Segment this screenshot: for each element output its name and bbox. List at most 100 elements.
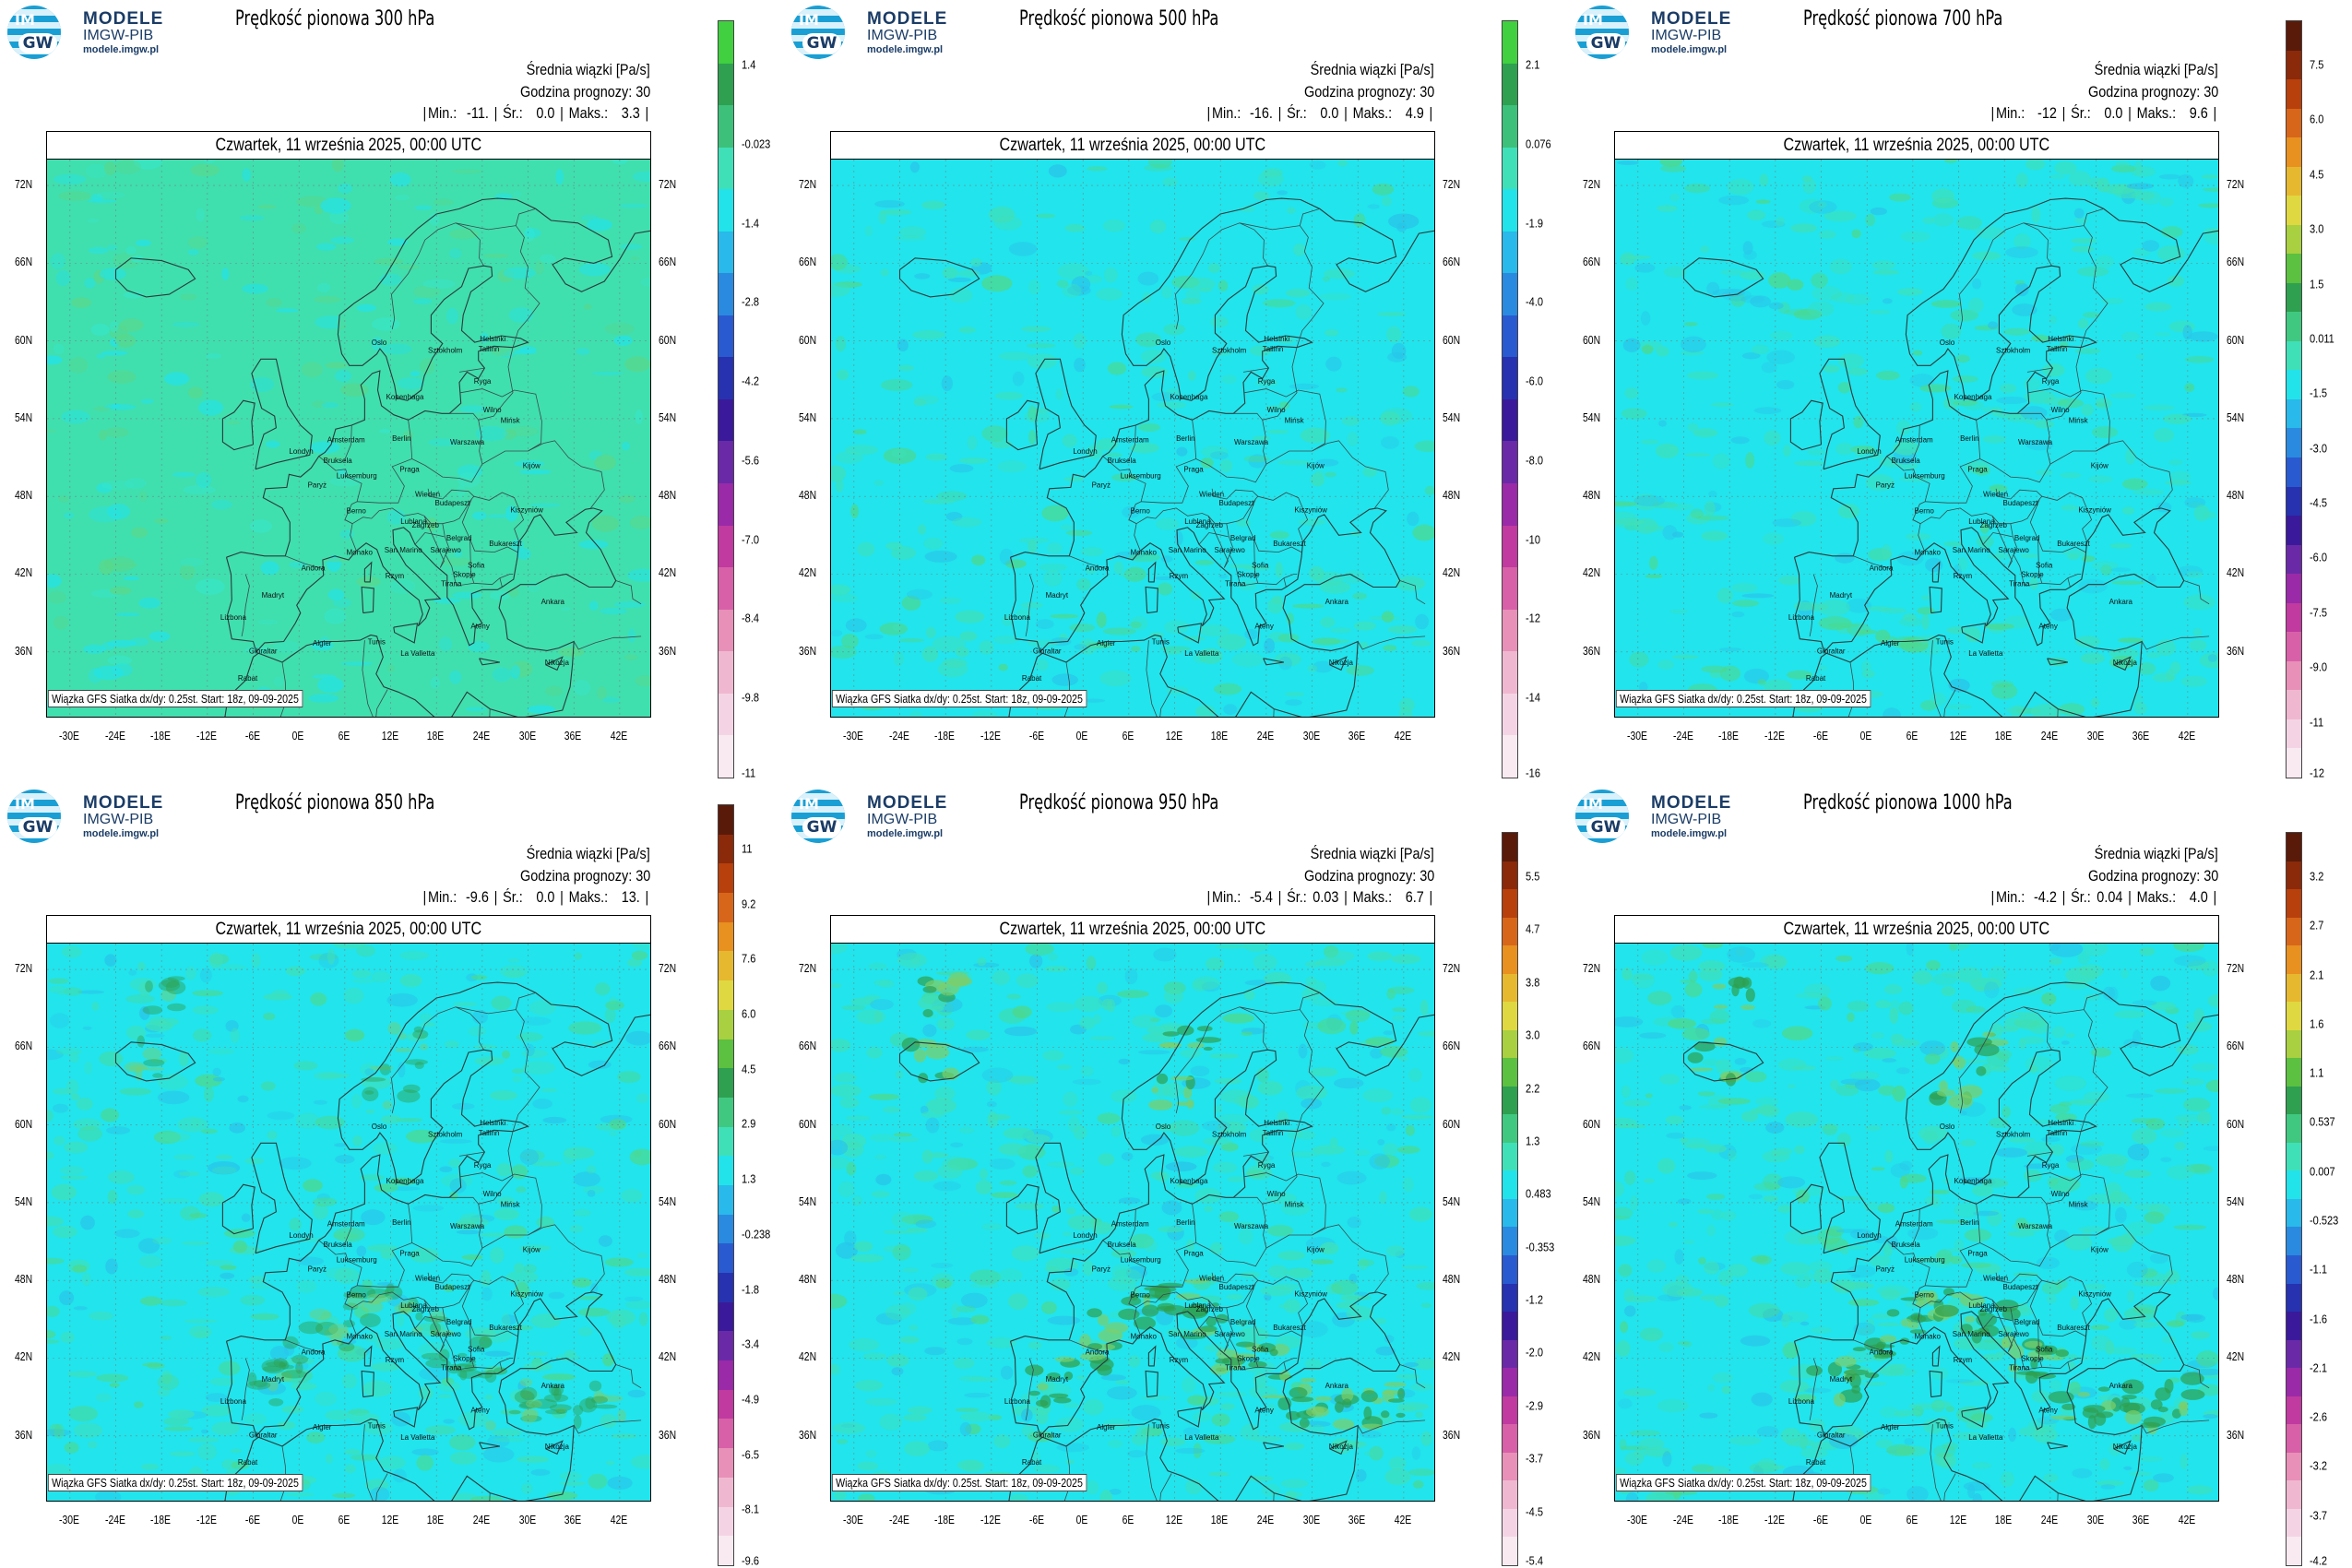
colorbar-segment bbox=[1503, 1537, 1517, 1565]
city-label: Zagrzeb bbox=[412, 521, 440, 529]
colorbar-segment bbox=[2287, 1283, 2301, 1313]
city-label: Warszawa bbox=[2018, 438, 2053, 446]
city-label: Londyn bbox=[289, 447, 313, 456]
lon-label: 30E bbox=[2086, 1513, 2104, 1526]
city-label: Belgrad bbox=[1230, 534, 1256, 542]
city-label: Budapeszt bbox=[435, 1283, 471, 1291]
city-label: Wiedeń bbox=[1983, 1274, 2008, 1282]
city-label: Praga bbox=[1183, 1250, 1204, 1258]
map-gridlines bbox=[831, 944, 1434, 1501]
lon-label: -18E bbox=[150, 1513, 172, 1526]
logo-line3: modele.imgw.pl bbox=[1651, 44, 1728, 55]
city-label: Gibraltar bbox=[1033, 647, 1062, 655]
lat-label-left: 42N bbox=[1583, 565, 1601, 580]
colorbar-segment bbox=[719, 1448, 733, 1478]
lon-label: -30E bbox=[58, 1513, 79, 1526]
city-label: Praga bbox=[1967, 1250, 1988, 1258]
city-label: Lizbona bbox=[1788, 613, 1815, 622]
city-label: Helsinki bbox=[1264, 335, 1289, 343]
city-label: Wilno bbox=[1267, 406, 1287, 414]
colorbar-segment bbox=[719, 21, 733, 64]
stats-line: |Min.: -12 | Śr.: 0.0 | Maks.: 9.6 | bbox=[1990, 104, 2217, 122]
lon-label: 18E bbox=[426, 1513, 445, 1526]
imgw-logo: IM GW MODELE IMGW-PIB modele.imgw.pl bbox=[7, 6, 173, 59]
lat-label-left: 36N bbox=[1583, 1427, 1601, 1442]
city-label: Tallinn bbox=[479, 345, 500, 353]
city-label: Zagrzeb bbox=[1980, 1305, 2008, 1313]
city-label: Lublana bbox=[400, 517, 427, 526]
city-label: Skopje bbox=[1237, 571, 1260, 579]
colorbar-segment bbox=[2287, 312, 2301, 341]
colorbar-tick: 1.4 bbox=[742, 57, 756, 72]
colorbar-segment bbox=[2287, 574, 2301, 603]
coastlines bbox=[114, 981, 650, 1501]
logo-line1: MODELE bbox=[83, 9, 164, 29]
colorbar-segment bbox=[2287, 166, 2301, 196]
logo-line1: MODELE bbox=[1651, 9, 1732, 29]
forecast-panel: IM GW MODELE IMGW-PIB modele.imgw.pl Prędkość… bbox=[1568, 0, 2352, 784]
colorbar-tick: -1.2 bbox=[1526, 1292, 1544, 1307]
city-label: Belgrad bbox=[1230, 1318, 1256, 1326]
lon-label: 30E bbox=[1302, 729, 1320, 742]
lon-label: 24E bbox=[2040, 1513, 2059, 1526]
lon-label: -12E bbox=[980, 1513, 1001, 1526]
city-label: Berno bbox=[1915, 507, 1935, 516]
city-label: Paryż bbox=[308, 1265, 327, 1274]
colorbar-segment bbox=[2287, 254, 2301, 283]
city-label: Rzym bbox=[1954, 572, 1973, 580]
city-label: Rabat bbox=[238, 674, 258, 683]
lat-label-right: 72N bbox=[1443, 961, 1461, 976]
colorbar-segment bbox=[2287, 861, 2301, 890]
lat-label-right: 42N bbox=[2227, 565, 2245, 580]
units-label: Średnia wiązki [Pa/s] bbox=[1310, 845, 1434, 862]
city-label: Belgrad bbox=[2014, 1318, 2040, 1326]
city-label: Sofia bbox=[468, 562, 485, 570]
colorbar-segment bbox=[1503, 945, 1517, 974]
colorbar-tick: -4.2 bbox=[2310, 1553, 2328, 1568]
map-svg: Oslo Sztokholm Helsinki Tallinn Ryga Kopenhag… bbox=[1615, 160, 2218, 717]
lat-label-left: 66N bbox=[15, 255, 33, 269]
colorbar-tick: -11 bbox=[742, 766, 756, 780]
city-label: Monako bbox=[1131, 1333, 1158, 1341]
colorbar-segment bbox=[1503, 917, 1517, 946]
colorbar-segment bbox=[2287, 1142, 2301, 1171]
colorbar-segment bbox=[719, 834, 733, 864]
city-label: Mińsk bbox=[1285, 1200, 1305, 1208]
colorbar-tick: -1.4 bbox=[742, 216, 760, 231]
colorbar-tick: -16 bbox=[1526, 766, 1540, 780]
colorbar-tick: -4.0 bbox=[1526, 294, 1544, 309]
colorbar-segment bbox=[2287, 833, 2301, 861]
lon-label: 12E bbox=[1165, 1513, 1182, 1526]
city-label: Warszawa bbox=[2018, 1222, 2053, 1230]
colorbar-tick: -4.2 bbox=[742, 374, 760, 388]
city-label: Bukareszt bbox=[489, 1324, 522, 1332]
lat-label-right: 60N bbox=[2227, 1116, 2245, 1131]
mean-value: 0.0 bbox=[536, 104, 555, 122]
logo-line3: modele.imgw.pl bbox=[1651, 828, 1728, 839]
city-label: Ankara bbox=[541, 598, 565, 606]
city-label: Mińsk bbox=[501, 416, 521, 424]
city-label: Berlin bbox=[1176, 434, 1194, 443]
lat-label-left: 54N bbox=[15, 1194, 33, 1208]
colorbar-tick: 4.7 bbox=[1526, 921, 1540, 936]
lat-label-right: 48N bbox=[1443, 488, 1461, 503]
colorbar-segment bbox=[2287, 1424, 2301, 1453]
colorbar-tick: -3.0 bbox=[2310, 441, 2328, 456]
min-value: -9.6 bbox=[466, 888, 489, 906]
colorbar-tick: -2.9 bbox=[1526, 1398, 1544, 1413]
city-label: Warszawa bbox=[450, 1222, 485, 1230]
city-label: Oslo bbox=[1156, 1123, 1171, 1131]
city-label: Sofia bbox=[1252, 562, 1269, 570]
city-label: Londyn bbox=[1073, 1231, 1097, 1240]
panel-title: Prędkość pionowa 300 hPa bbox=[235, 7, 435, 30]
city-label: Sztokholm bbox=[1212, 1131, 1247, 1139]
date-bar: Czwartek, 11 września 2025, 00:00 UTC bbox=[830, 915, 1435, 944]
lat-label-right: 66N bbox=[2227, 255, 2245, 269]
city-label: Andora bbox=[1086, 1348, 1110, 1357]
city-label: Kopenhaga bbox=[1954, 393, 1992, 401]
city-label: San Marino bbox=[1953, 1330, 1990, 1338]
city-label: Wiedeń bbox=[1983, 490, 2008, 498]
city-label: Lublana bbox=[1184, 1301, 1211, 1310]
city-label: Bukareszt bbox=[2057, 1324, 2090, 1332]
city-label: Amsterdam bbox=[327, 1219, 365, 1228]
